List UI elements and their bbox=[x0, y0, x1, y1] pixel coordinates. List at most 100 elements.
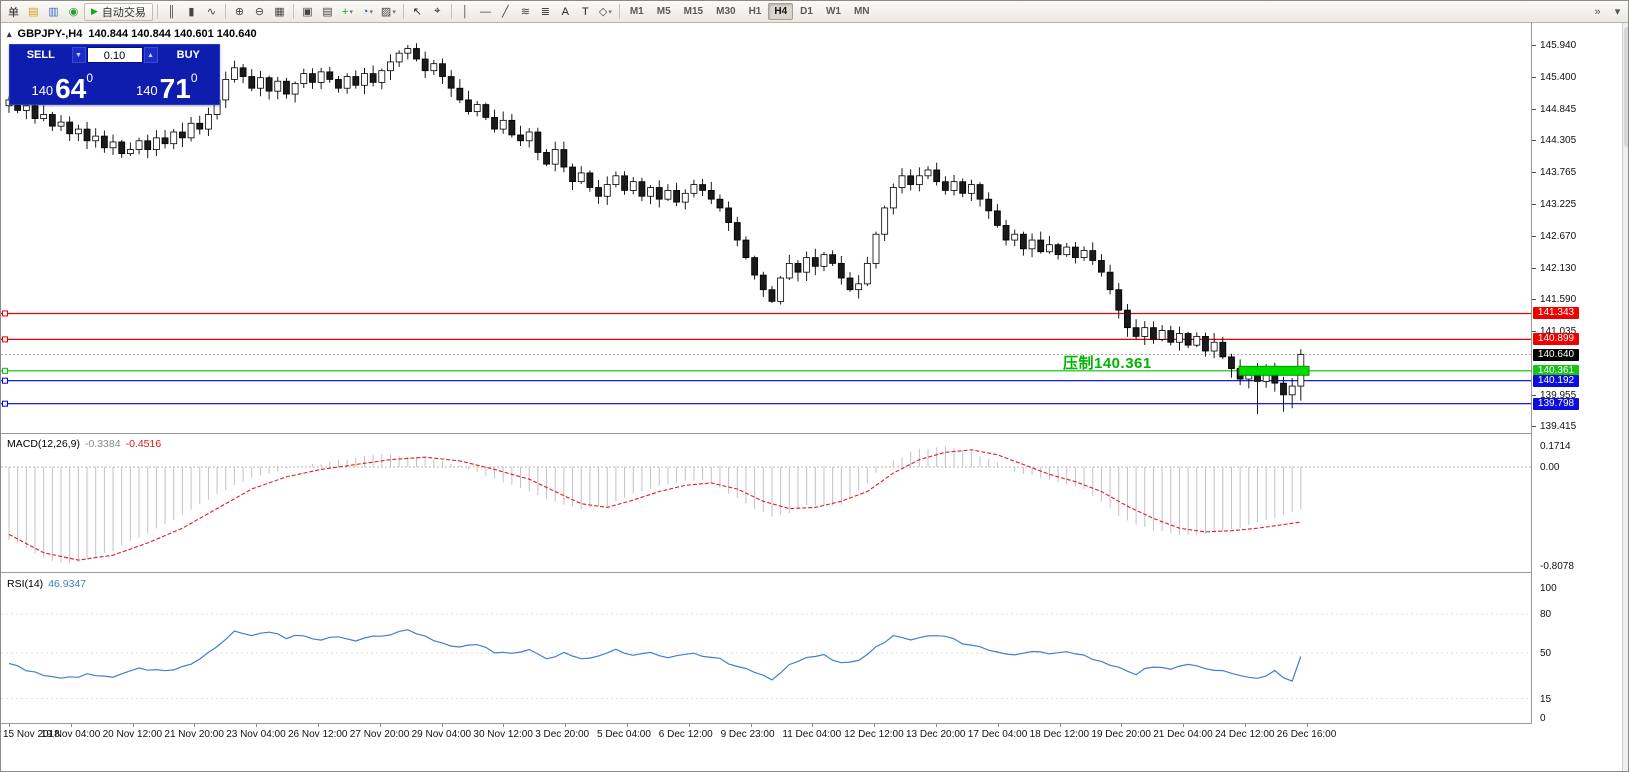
volume-input[interactable]: 0.10 bbox=[86, 47, 143, 63]
timeframe-d1[interactable]: D1 bbox=[800, 6, 813, 17]
macd-panel[interactable] bbox=[1, 434, 1531, 572]
macd-main-value: -0.3384 bbox=[84, 438, 121, 450]
volume-decrease-button[interactable]: ▼ bbox=[71, 47, 86, 63]
rsi-panel[interactable] bbox=[1, 574, 1531, 723]
rsi-value: 46.9347 bbox=[48, 578, 87, 590]
sell-price-point: 0 bbox=[86, 71, 94, 85]
text-label-icon[interactable]: A bbox=[561, 5, 570, 18]
timeframe-m1[interactable]: M1 bbox=[629, 6, 644, 17]
timeframe-h4[interactable]: H4 bbox=[768, 3, 794, 20]
trendline-icon[interactable]: ╱ bbox=[502, 6, 509, 18]
arrange-windows-icon[interactable]: ▣ bbox=[302, 6, 313, 18]
autotrading-button[interactable]: ▶ 自动交易 bbox=[84, 2, 153, 21]
new-order-icon[interactable]: ▤ bbox=[28, 6, 39, 18]
fibonacci-icon[interactable]: ≣ bbox=[540, 6, 550, 18]
candle bbox=[1210, 341, 1218, 352]
vertical-line-icon[interactable]: │ bbox=[461, 5, 469, 18]
time-tick-mark bbox=[565, 724, 567, 727]
line-handle bbox=[2, 400, 8, 407]
menu-button[interactable]: 单 bbox=[8, 6, 19, 19]
cascade-windows-icon[interactable]: ▤ bbox=[322, 6, 333, 18]
candle bbox=[716, 198, 724, 209]
zoom-out-icon[interactable]: ⊖ bbox=[254, 6, 265, 18]
candle bbox=[1219, 341, 1227, 358]
price-chart[interactable] bbox=[1, 23, 1531, 434]
resistance-zone-box[interactable] bbox=[1238, 365, 1310, 376]
price-tick-label: 145.940 bbox=[1540, 40, 1577, 51]
buy-button[interactable]: BUY bbox=[176, 49, 200, 61]
ohlc-bars-icon[interactable]: ║ bbox=[167, 5, 176, 18]
timeframe-m30[interactable]: M30 bbox=[716, 6, 736, 17]
rsi-label: RSI(14) 46.9347 bbox=[7, 578, 86, 590]
shapes-icon[interactable]: ◇ ▾ bbox=[598, 6, 612, 18]
candle bbox=[837, 263, 845, 279]
autotrading-play-icon: ▶ bbox=[91, 6, 98, 16]
rsi-axis-label: 15 bbox=[1540, 693, 1552, 705]
templates-icon[interactable]: ▨ ▾ bbox=[380, 6, 396, 18]
candle bbox=[144, 140, 152, 150]
candle bbox=[74, 128, 82, 135]
time-tick-label: 19 Nov 04:00 bbox=[40, 729, 101, 740]
text-icon[interactable]: T bbox=[581, 5, 589, 18]
templates-icon-dropdown[interactable]: ▾ bbox=[392, 8, 396, 16]
candle bbox=[161, 137, 169, 145]
candle bbox=[785, 263, 793, 279]
candlestick-icon[interactable]: ▮ bbox=[188, 6, 195, 18]
periods-icon[interactable]: ◔ ▾ bbox=[361, 5, 373, 18]
timeframe-m15[interactable]: M15 bbox=[683, 6, 704, 17]
candle bbox=[733, 222, 741, 241]
resistance-annotation: 压制140.361 bbox=[1063, 355, 1152, 372]
candle bbox=[309, 73, 316, 83]
price-tag: 139.798 bbox=[1533, 397, 1579, 410]
line-handle bbox=[2, 336, 8, 343]
volume-increase-button[interactable]: ▲ bbox=[143, 47, 158, 63]
divider-macd-rsi[interactable] bbox=[1, 572, 1621, 573]
line-handle bbox=[2, 367, 8, 374]
candle bbox=[1150, 327, 1157, 340]
macd-label: MACD(12,26,9) -0.3384 -0.4516 bbox=[7, 438, 161, 450]
price-tick-label: 142.670 bbox=[1540, 230, 1577, 242]
time-axis[interactable]: 15 Nov 2018 19 Nov 04:00 20 Nov 12:00 21 No… bbox=[1, 724, 1621, 744]
tile-windows-icon[interactable]: ▦ bbox=[274, 6, 285, 18]
time-tick-mark bbox=[503, 724, 505, 727]
candle bbox=[274, 80, 282, 92]
candle bbox=[248, 76, 256, 89]
sell-price[interactable]: 140 64 0 bbox=[10, 65, 115, 104]
candle bbox=[447, 76, 455, 89]
channels-icon[interactable]: ≋ bbox=[520, 6, 530, 18]
scrollbar-thumb[interactable] bbox=[1624, 27, 1628, 147]
line-chart-icon[interactable]: ∿ bbox=[206, 6, 217, 18]
time-tick-label: 15 Nov 2018 bbox=[3, 729, 60, 740]
horizontal-line-icon[interactable]: — bbox=[479, 5, 491, 18]
price-tick-label: 141.035 bbox=[1540, 326, 1577, 338]
zoom-in-icon[interactable]: ⊕ bbox=[234, 6, 245, 18]
periods-icon-dropdown[interactable]: ▾ bbox=[369, 8, 373, 16]
candle bbox=[265, 77, 273, 92]
candle bbox=[725, 207, 733, 223]
buy-price[interactable]: 140 71 0 bbox=[115, 65, 220, 104]
toolbar-customize-icon[interactable]: ▾ bbox=[1614, 6, 1621, 18]
timeframe-mn[interactable]: MN bbox=[853, 6, 870, 17]
cursor-icon[interactable]: ↖ bbox=[412, 6, 422, 18]
timeframe-m5[interactable]: M5 bbox=[656, 6, 671, 17]
candle bbox=[57, 121, 65, 127]
new-chart-icon-dropdown[interactable]: ▾ bbox=[349, 8, 353, 16]
crosshair-icon[interactable]: ⌖ bbox=[434, 5, 441, 17]
candle bbox=[1054, 244, 1062, 256]
shapes-icon-dropdown[interactable]: ▾ bbox=[608, 8, 612, 16]
timeframe-w1[interactable]: W1 bbox=[825, 6, 841, 17]
divider-price-macd[interactable] bbox=[1, 433, 1621, 434]
new-chart-icon[interactable]: + ▾ bbox=[341, 5, 353, 18]
price-tag: 141.343 bbox=[1533, 307, 1579, 320]
sell-button[interactable]: SELL bbox=[26, 49, 55, 61]
price-axis[interactable]: 145.940 145.400 144.845 144.305 143.765 143.2… bbox=[1532, 23, 1621, 743]
candle bbox=[976, 184, 984, 200]
candle bbox=[387, 61, 394, 72]
market-watch-icon[interactable]: ▥ bbox=[48, 6, 59, 18]
toolbar-more-icon[interactable]: » bbox=[1594, 5, 1601, 18]
timeframe-h1[interactable]: H1 bbox=[748, 6, 762, 17]
vertical-scrollbar[interactable] bbox=[1622, 23, 1628, 771]
help-icon[interactable]: ◉ bbox=[68, 6, 79, 18]
candle bbox=[92, 135, 100, 142]
candle bbox=[404, 48, 412, 54]
